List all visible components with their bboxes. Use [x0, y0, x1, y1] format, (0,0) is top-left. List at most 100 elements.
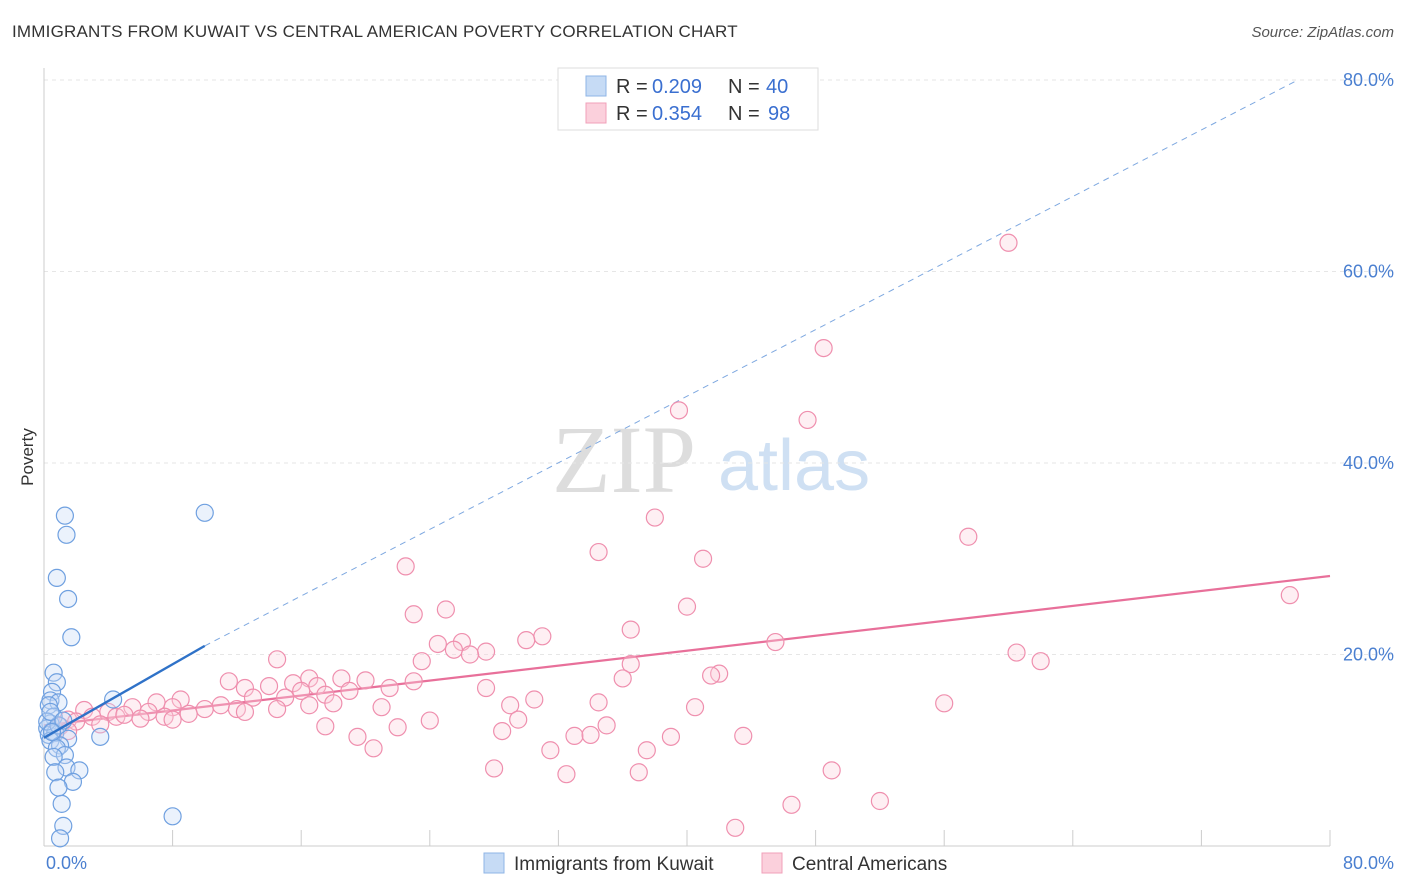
y-tick-label: 80.0%: [1343, 70, 1394, 90]
point-central-american: [935, 694, 954, 713]
point-central-american: [798, 410, 817, 430]
point-central-american: [726, 818, 745, 837]
point-central-american: [356, 671, 375, 690]
point-central-american: [661, 727, 681, 746]
point-central-american: [629, 763, 648, 782]
point-central-american: [693, 549, 713, 568]
point-central-american: [621, 620, 640, 639]
point-kuwait: [163, 807, 182, 826]
legend-n-value-2: 98: [768, 103, 790, 125]
trend-lines: [43, 79, 1331, 727]
point-central-american: [420, 711, 439, 730]
point-central-american: [131, 709, 150, 728]
point-kuwait: [52, 794, 71, 813]
point-kuwait: [50, 736, 70, 755]
grid: [44, 79, 1394, 655]
point-kuwait: [49, 778, 68, 797]
point-central-american: [460, 645, 480, 664]
point-central-american: [179, 704, 198, 723]
y-tick-label: 40.0%: [1343, 453, 1394, 473]
point-kuwait: [195, 503, 214, 522]
point-central-american: [404, 605, 423, 624]
point-central-american: [645, 508, 664, 527]
point-central-american: [91, 715, 110, 734]
data-points: [38, 233, 1299, 848]
point-central-american: [702, 666, 721, 685]
chart-title: IMMIGRANTS FROM KUWAIT VS CENTRAL AMERIC…: [12, 22, 738, 41]
point-central-american: [428, 634, 447, 654]
point-kuwait: [44, 663, 63, 682]
point-central-american: [324, 694, 343, 713]
point-central-american: [999, 233, 1018, 252]
y-axis-label: Poverty: [18, 428, 37, 486]
bottom-legend-swatch-kuwait: [483, 852, 505, 874]
point-central-american: [259, 676, 279, 696]
point-central-american: [476, 678, 496, 698]
point-central-american: [243, 688, 263, 707]
point-central-american: [219, 672, 238, 691]
source-credit: Source: ZipAtlas.com: [1251, 24, 1394, 41]
point-central-american: [195, 699, 214, 719]
legend-r-value-2: 0.354: [652, 103, 702, 125]
trend-line-kuwait-dashed: [204, 79, 1299, 647]
point-central-american: [766, 632, 785, 652]
point-central-american: [685, 698, 705, 717]
x-ticks: [172, 830, 1331, 846]
point-central-american: [1280, 586, 1299, 605]
x-tick-label-min: 0.0%: [46, 853, 87, 873]
point-central-american: [533, 627, 552, 646]
x-tick-label-max: 80.0%: [1343, 853, 1394, 873]
point-central-american: [300, 696, 319, 715]
point-central-american: [565, 726, 584, 745]
legend-r-label-2: R =: [616, 103, 648, 125]
legend-r-label-1: R =: [616, 76, 648, 98]
point-central-american: [493, 721, 512, 741]
point-kuwait: [50, 829, 70, 848]
point-central-american: [1007, 643, 1026, 662]
legend-swatch-kuwait: [585, 75, 607, 97]
point-central-american: [637, 741, 656, 760]
point-central-american: [292, 681, 311, 700]
point-central-american: [597, 716, 616, 735]
bottom-legend-swatch-central-american: [761, 852, 783, 874]
point-central-american: [822, 761, 841, 780]
point-kuwait: [46, 763, 65, 782]
point-central-american: [959, 527, 978, 546]
point-kuwait: [55, 506, 74, 525]
watermark-atlas: atlas: [718, 426, 870, 506]
watermark-zip: ZIP: [552, 406, 696, 513]
legend-n-value-1: 40: [766, 76, 788, 98]
point-central-american: [436, 600, 455, 619]
legend-swatch-central-american: [585, 102, 607, 124]
point-central-american: [444, 640, 464, 659]
point-kuwait: [41, 702, 60, 722]
point-central-american: [517, 631, 536, 650]
point-kuwait: [57, 525, 76, 544]
bottom-legend: Immigrants from Kuwait Central Americans: [483, 852, 947, 875]
y-tick-label: 60.0%: [1343, 262, 1394, 282]
point-central-american: [267, 699, 287, 719]
point-central-american: [340, 681, 359, 700]
point-central-american: [1031, 652, 1050, 671]
point-kuwait: [62, 628, 81, 647]
point-central-american: [734, 726, 753, 745]
point-central-american: [267, 650, 287, 669]
point-central-american: [621, 654, 640, 674]
point-central-american: [509, 710, 528, 729]
y-tick-label: 20.0%: [1343, 645, 1394, 665]
bottom-legend-label-kuwait: Immigrants from Kuwait: [514, 854, 714, 875]
point-central-american: [476, 642, 496, 661]
point-kuwait: [59, 589, 78, 609]
point-central-american: [525, 690, 544, 709]
point-central-american: [364, 739, 383, 758]
legend-r-value-1: 0.209: [652, 76, 702, 98]
point-central-american: [501, 696, 520, 715]
point-central-american: [814, 339, 833, 358]
point-central-american: [412, 652, 431, 671]
point-central-american: [235, 702, 255, 722]
point-central-american: [211, 696, 230, 715]
point-central-american: [380, 678, 399, 698]
point-central-american: [557, 765, 576, 784]
point-kuwait: [47, 568, 66, 588]
